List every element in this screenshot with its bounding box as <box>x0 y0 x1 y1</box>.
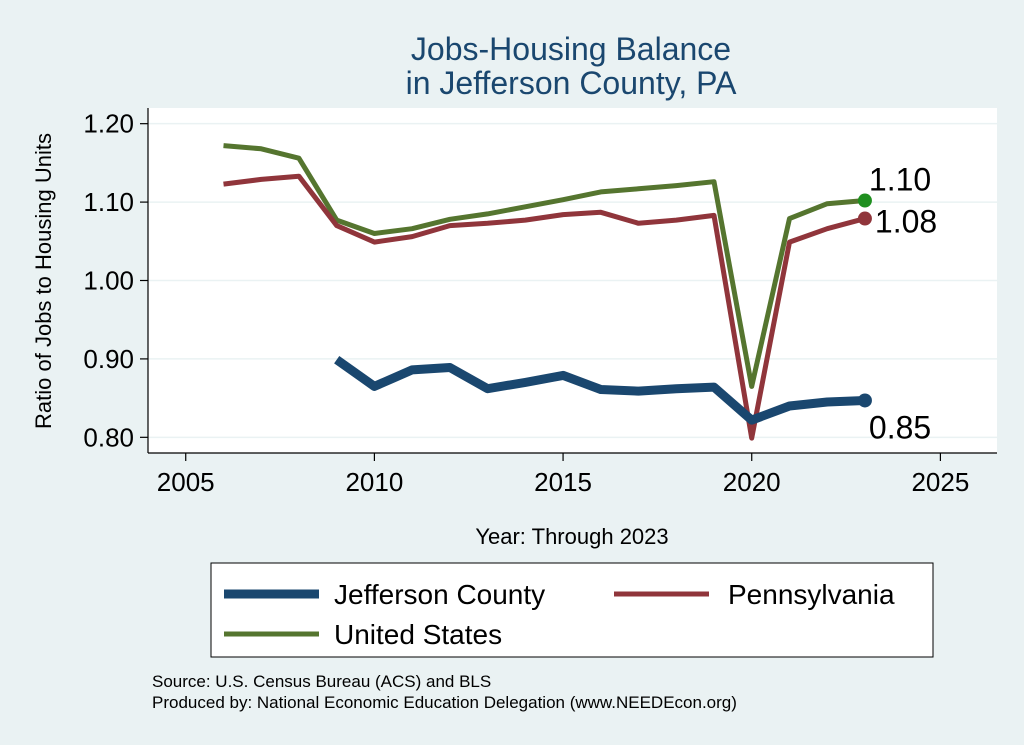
x-tick-label: 2020 <box>723 467 781 497</box>
legend-box <box>210 562 934 658</box>
x-tick-label: 2005 <box>157 467 215 497</box>
end-marker-united-states <box>857 193 872 208</box>
end-label-united-states: 1.10 <box>869 162 931 198</box>
end-marker-pennsylvania <box>857 211 872 226</box>
end-marker-jefferson-county <box>857 393 872 408</box>
x-axis-label: Year: Through 2023 <box>475 524 668 549</box>
series-line-jefferson-county <box>334 356 866 425</box>
x-axis: 2005 2010 2015 2020 2025 <box>148 452 997 497</box>
y-tick-label: 0.80 <box>83 422 134 452</box>
footnote-source: Source: U.S. Census Bureau (ACS) and BLS <box>152 672 491 691</box>
end-label-pennsylvania: 1.08 <box>875 204 937 240</box>
y-axis: 0.80 0.90 1.00 1.10 1.20 <box>83 108 149 453</box>
end-label-jefferson-county: 0.85 <box>869 409 931 445</box>
x-tick-label: 2015 <box>534 467 592 497</box>
y-tick-label: 1.00 <box>83 266 134 296</box>
x-tick-label: 2010 <box>345 467 403 497</box>
chart-title-line-2: in Jefferson County, PA <box>406 65 738 101</box>
footnote-produced-by: Produced by: National Economic Education… <box>152 693 737 712</box>
x-tick-label: 2025 <box>911 467 969 497</box>
legend-label-jefferson-county: Jefferson County <box>334 579 545 610</box>
y-tick-label: 0.90 <box>83 344 134 374</box>
y-tick-label: 1.10 <box>83 187 134 217</box>
y-axis-label: Ratio of Jobs to Housing Units <box>31 133 56 429</box>
chart-title-line-1: Jobs-Housing Balance <box>411 31 731 67</box>
legend: Jefferson County Pennsylvania United State… <box>224 579 895 650</box>
series-line-united-states <box>223 143 866 389</box>
series-lines <box>223 143 866 441</box>
y-tick-label: 1.20 <box>83 109 134 139</box>
legend-label-pennsylvania: Pennsylvania <box>728 579 895 610</box>
legend-label-united-states: United States <box>334 619 502 650</box>
end-labels: 0.85 1.08 1.10 <box>869 162 937 446</box>
end-markers <box>857 193 872 408</box>
series-line-pennsylvania <box>223 173 866 441</box>
